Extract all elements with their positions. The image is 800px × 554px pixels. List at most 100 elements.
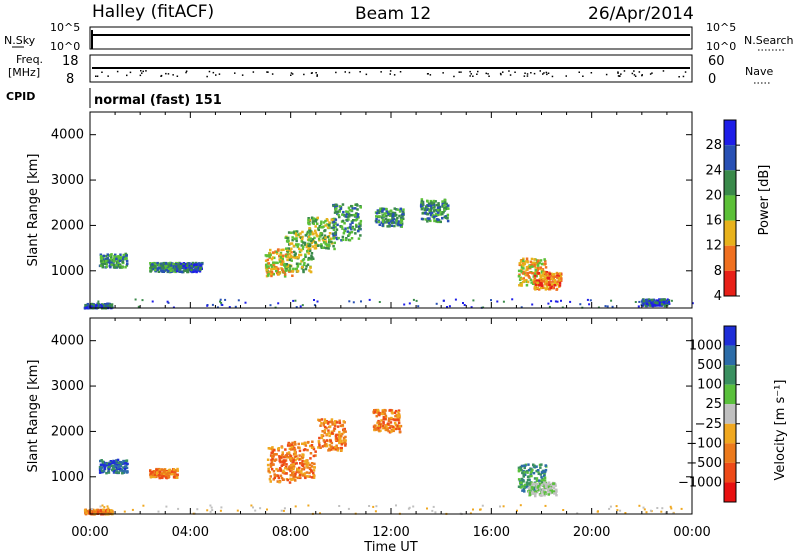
range-gate-cell — [112, 467, 115, 471]
range-gate-cell — [178, 268, 182, 271]
range-gate-cell — [149, 265, 153, 269]
range-gate-cell — [553, 490, 557, 494]
range-gate-cell — [308, 475, 311, 478]
range-gate-cell — [655, 301, 659, 304]
range-gate-cell — [289, 242, 292, 245]
range-gate-cell — [342, 429, 346, 432]
range-gate-cell — [329, 237, 333, 240]
range-gate-cell — [328, 223, 331, 227]
range-gate-cell — [336, 425, 340, 428]
range-gate-cell — [277, 273, 280, 276]
range-gate-cell — [305, 461, 309, 464]
range-gate-cell — [336, 212, 339, 216]
range-gate-cell — [342, 436, 346, 440]
range-gate-cell — [190, 265, 193, 268]
range-gate-cell — [359, 219, 363, 223]
range-gate-cell — [317, 440, 321, 443]
date-title: 26/Apr/2014 — [588, 4, 694, 24]
range-gate-cell — [279, 456, 283, 459]
range-gate-cell — [299, 262, 302, 266]
nave-dot — [453, 75, 455, 78]
range-gate-cell — [304, 234, 308, 237]
range-gate-cell — [377, 421, 381, 424]
range-gate-cell — [282, 478, 285, 481]
range-gate-cell — [179, 262, 183, 266]
range-gate-cell — [345, 237, 348, 240]
range-gate-cell — [167, 475, 171, 478]
range-gate-cell — [306, 248, 310, 252]
range-gate-cell — [531, 265, 534, 268]
range-gate-cell — [333, 424, 337, 427]
range-gate-cell — [355, 218, 359, 221]
range-gate-cell — [530, 281, 533, 284]
range-gate-cell — [266, 254, 270, 257]
range-gate-cell — [289, 469, 292, 473]
ground-scatter-cell — [611, 305, 614, 308]
range-gate-cell — [517, 275, 521, 278]
range-gate-cell — [197, 263, 200, 267]
range-gate-cell — [447, 204, 450, 207]
range-gate-cell — [541, 487, 545, 491]
range-gate-cell — [346, 226, 350, 230]
range-gate-cell — [309, 457, 312, 460]
range-gate-cell — [323, 425, 327, 429]
range-gate-cell — [99, 254, 103, 258]
range-gate-cell — [276, 474, 280, 478]
ground-scatter-cell — [283, 507, 286, 510]
range-gate-cell — [326, 432, 329, 436]
range-gate-cell — [341, 441, 344, 444]
range-gate-cell — [526, 469, 529, 473]
range-gate-cell — [126, 462, 129, 466]
range-gate-cell — [277, 447, 280, 451]
ground-scatter-cell — [638, 504, 641, 507]
range-gate-cell — [157, 270, 161, 273]
range-gate-cell — [336, 449, 340, 452]
range-gate-cell — [287, 231, 291, 234]
ground-scatter-cell — [244, 301, 247, 304]
range-gate-cell — [293, 473, 297, 476]
range-gate-cell — [309, 452, 313, 455]
y-tick-label: 4000 — [51, 128, 84, 143]
range-gate-cell — [298, 471, 301, 474]
ground-scatter-cell — [252, 506, 254, 509]
range-gate-cell — [314, 454, 317, 457]
range-gate-cell — [317, 228, 320, 232]
range-gate-cell — [433, 208, 436, 211]
range-gate-cell — [280, 476, 284, 480]
nave-dot — [267, 71, 269, 73]
range-gate-cell — [558, 284, 562, 287]
ground-scatter-cell — [347, 507, 350, 510]
range-gate-cell — [547, 485, 551, 488]
range-gate-cell — [553, 279, 557, 282]
range-gate-cell — [102, 470, 106, 473]
range-gate-cell — [391, 215, 395, 218]
range-gate-cell — [400, 222, 404, 225]
range-gate-cell — [107, 471, 111, 474]
range-gate-cell — [526, 260, 529, 264]
range-gate-cell — [162, 270, 166, 273]
colorbar-segment — [724, 326, 736, 346]
range-gate-cell — [319, 232, 323, 235]
range-gate-cell — [278, 480, 281, 484]
range-gate-cell — [540, 279, 543, 282]
range-gate-cell — [108, 264, 111, 268]
range-gate-cell — [447, 207, 450, 210]
range-gate-cell — [381, 426, 385, 430]
nave-dot — [96, 75, 99, 77]
range-gate-cell — [543, 494, 546, 497]
range-gate-cell — [526, 268, 529, 271]
range-gate-cell — [325, 426, 328, 430]
range-gate-cell — [330, 418, 334, 421]
range-gate-cell — [647, 298, 651, 301]
ground-scatter-cell — [236, 509, 239, 512]
range-gate-cell — [436, 209, 440, 212]
ground-scatter-cell — [656, 507, 659, 509]
range-gate-cell — [549, 275, 552, 279]
range-gate-cell — [532, 463, 535, 466]
range-gate-cell — [313, 236, 316, 240]
range-gate-cell — [289, 455, 293, 458]
range-gate-cell — [285, 265, 289, 269]
range-gate-cell — [324, 240, 328, 243]
range-gate-cell — [546, 274, 549, 277]
